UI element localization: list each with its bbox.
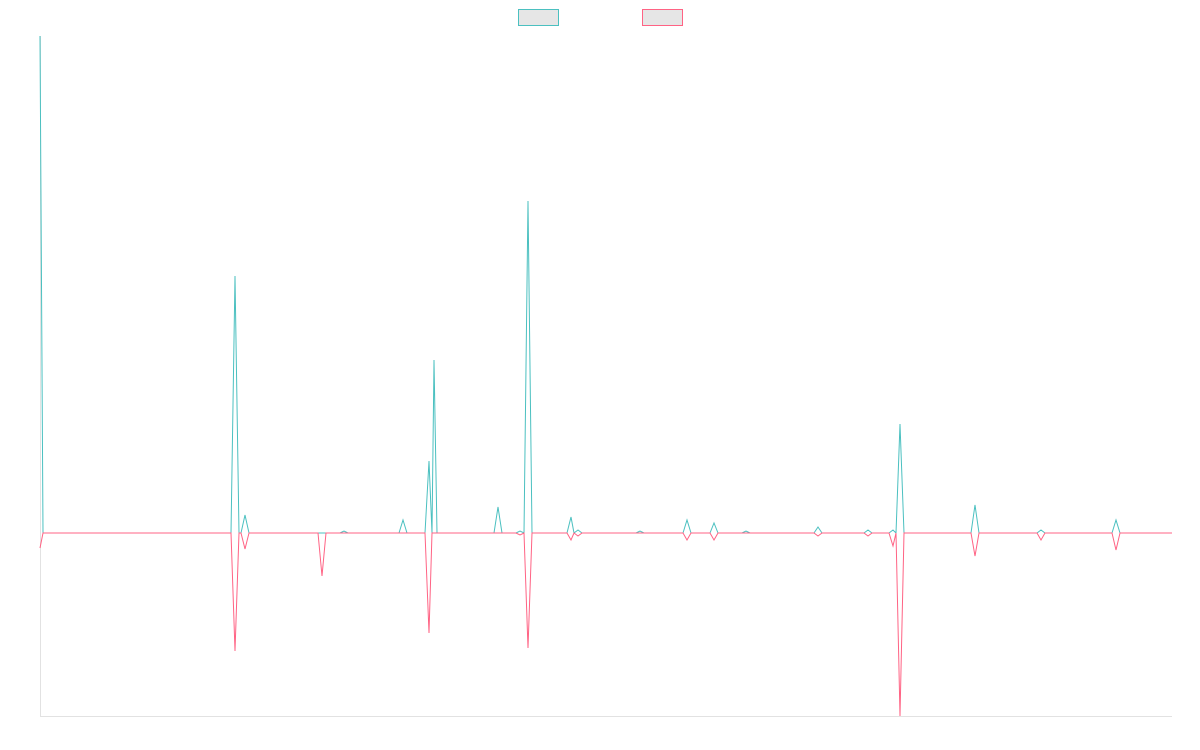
legend-swatch[interactable] [518, 9, 559, 26]
series-line [39, 532, 1172, 717]
series-line [39, 35, 1172, 535]
legend-swatch[interactable] [642, 9, 683, 26]
